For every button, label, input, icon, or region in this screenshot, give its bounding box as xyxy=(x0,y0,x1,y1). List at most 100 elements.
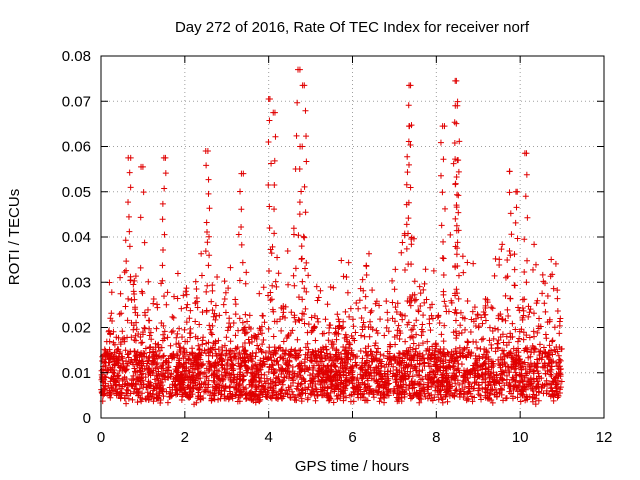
data-point xyxy=(482,302,489,309)
data-point xyxy=(315,318,322,325)
data-point xyxy=(265,369,272,376)
data-point xyxy=(296,166,303,173)
data-point xyxy=(235,327,242,334)
data-point xyxy=(308,314,315,321)
data-point xyxy=(161,335,168,342)
data-point xyxy=(463,368,470,375)
data-point xyxy=(434,391,441,398)
data-point xyxy=(320,370,327,377)
data-point xyxy=(194,395,201,402)
data-point xyxy=(438,395,445,402)
data-point xyxy=(533,383,540,390)
data-point xyxy=(497,362,504,369)
data-point xyxy=(522,397,529,404)
data-point xyxy=(410,381,417,388)
data-point xyxy=(274,254,281,261)
data-point xyxy=(242,280,249,287)
data-point xyxy=(200,334,207,341)
data-point xyxy=(359,355,366,362)
data-point xyxy=(394,327,401,334)
data-point xyxy=(249,355,256,362)
data-point xyxy=(252,353,259,360)
data-point xyxy=(454,239,461,246)
data-point xyxy=(331,362,338,369)
data-point xyxy=(186,315,193,322)
data-point xyxy=(371,356,378,363)
data-point xyxy=(135,378,142,385)
data-point xyxy=(419,321,426,328)
data-point xyxy=(408,261,415,268)
data-point xyxy=(210,377,217,384)
data-point xyxy=(335,355,342,362)
data-point xyxy=(272,367,279,374)
data-point xyxy=(107,315,114,322)
data-point xyxy=(249,350,256,357)
data-point xyxy=(327,322,334,329)
data-point xyxy=(209,307,216,314)
data-point xyxy=(409,394,416,401)
data-point xyxy=(255,331,262,338)
data-point xyxy=(208,298,215,305)
data-point xyxy=(510,376,517,383)
data-point xyxy=(412,367,419,374)
data-point xyxy=(453,386,460,393)
data-point xyxy=(174,295,181,302)
data-point xyxy=(416,372,423,379)
data-point xyxy=(221,342,228,349)
data-point xyxy=(417,387,424,394)
data-point xyxy=(441,298,448,305)
data-point xyxy=(173,368,180,375)
data-point xyxy=(486,374,493,381)
data-point xyxy=(377,316,384,323)
data-point xyxy=(467,329,474,336)
data-point xyxy=(332,363,339,370)
data-point xyxy=(521,269,528,276)
data-point xyxy=(214,352,221,359)
data-point xyxy=(432,341,439,348)
data-point xyxy=(344,289,351,296)
data-point xyxy=(185,367,192,374)
data-point xyxy=(442,367,449,374)
data-point xyxy=(139,290,146,297)
data-point xyxy=(393,308,400,315)
data-point xyxy=(245,357,252,364)
data-point xyxy=(499,331,506,338)
data-point xyxy=(363,262,370,269)
data-point xyxy=(298,395,305,402)
data-point xyxy=(456,344,463,351)
data-point xyxy=(133,326,140,333)
data-point xyxy=(301,265,308,272)
data-point xyxy=(142,345,149,352)
data-point xyxy=(492,386,499,393)
data-point xyxy=(532,261,539,268)
data-point xyxy=(453,310,460,317)
data-point xyxy=(485,353,492,360)
data-point xyxy=(395,350,402,357)
data-point xyxy=(110,339,117,346)
data-point xyxy=(131,365,138,372)
data-point xyxy=(461,345,468,352)
data-point xyxy=(479,366,486,373)
data-point xyxy=(467,390,474,397)
data-point xyxy=(218,387,225,394)
data-point xyxy=(301,320,308,327)
data-point xyxy=(396,369,403,376)
data-point xyxy=(419,340,426,347)
data-point xyxy=(452,328,459,335)
data-point xyxy=(280,355,287,362)
data-point xyxy=(308,329,315,336)
data-point xyxy=(541,383,548,390)
data-point xyxy=(523,171,530,178)
data-point xyxy=(161,328,168,335)
data-point xyxy=(507,252,514,259)
data-point xyxy=(358,332,365,339)
data-point xyxy=(253,367,260,374)
data-point xyxy=(302,107,309,114)
data-point xyxy=(360,319,367,326)
data-point xyxy=(169,313,176,320)
data-point xyxy=(455,192,462,199)
data-point xyxy=(282,347,289,354)
data-point xyxy=(357,371,364,378)
data-point xyxy=(450,358,457,365)
data-point xyxy=(454,102,461,109)
